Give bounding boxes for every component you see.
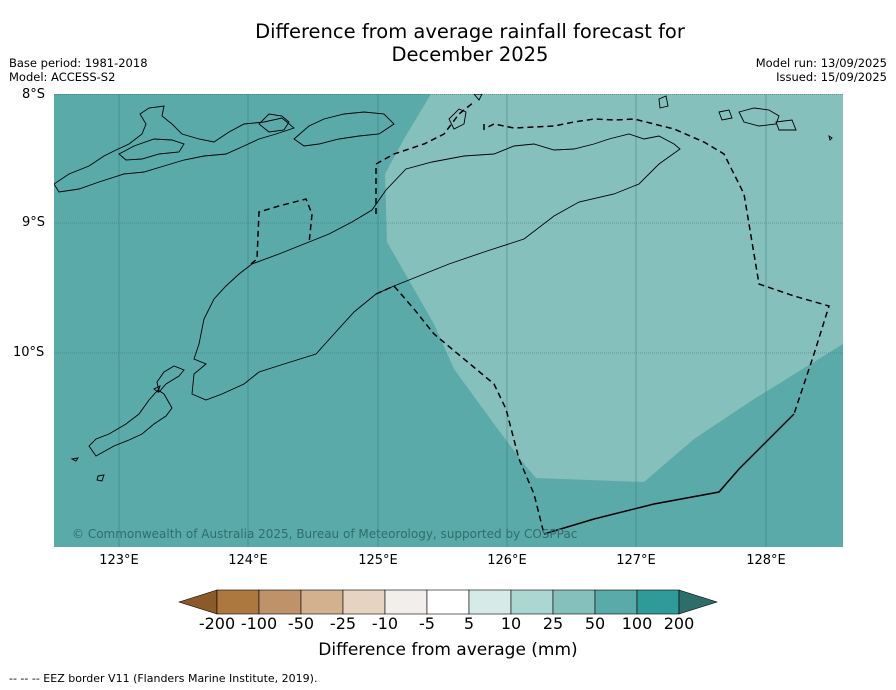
eez-border: [250, 101, 830, 535]
eez-north-segment: [375, 285, 545, 535]
small-islet-2: [828, 134, 833, 141]
lon-label-126e: 126°E: [487, 553, 527, 568]
colorbar-tick-label: -100: [240, 614, 278, 633]
colorbar-segment: [300, 589, 344, 615]
title-line-2: December 2025: [391, 43, 549, 66]
colorbar-segment: [426, 589, 470, 615]
colorbar-tick-label: 200: [663, 614, 695, 633]
rote-island-outline: [88, 389, 173, 457]
colorbar-segment: [552, 589, 596, 615]
model-name: Model: ACCESS-S2: [9, 70, 116, 84]
semau-island-outline: [156, 365, 185, 393]
title-line-1: Difference from average rainfall forecas…: [255, 20, 685, 43]
eez-east-segment: [483, 118, 830, 415]
lat-label-8s: 8°S: [22, 87, 46, 102]
colorbar-tick-label: -5: [419, 614, 435, 633]
map-title: Difference from average rainfall forecas…: [170, 20, 770, 66]
lon-label-127e: 127°E: [616, 553, 656, 568]
lat-label-10s: 10°S: [13, 345, 45, 360]
lon-label-123e: 123°E: [99, 553, 139, 568]
colorbar-tick-label: -25: [329, 614, 357, 633]
copyright-notice: © Commonwealth of Australia 2025, Bureau…: [72, 527, 577, 541]
colorbar-tick-label: 10: [500, 614, 522, 633]
small-islet-3: [70, 457, 79, 462]
meta-left: Base period: 1981-2018 Model: ACCESS-S2: [9, 56, 148, 84]
lon-label-124e: 124°E: [228, 553, 268, 568]
flores-islands-outline: [54, 105, 295, 193]
colorbar-tick-label: 100: [621, 614, 653, 633]
colorbar-tick-label: 25: [542, 614, 564, 633]
timor-island-outline: [191, 133, 681, 401]
alor-island-outline: [293, 111, 395, 147]
eez-west-boundary: [375, 101, 475, 214]
colorbar-segment: [216, 589, 260, 615]
small-islet-1: [473, 94, 483, 101]
leti-island-outline: [718, 109, 733, 121]
wetar-island-outline: [658, 95, 669, 109]
lon-label-125e: 125°E: [358, 553, 398, 568]
lembata-island-outline: [118, 138, 185, 161]
eez-west-enclave: [250, 198, 313, 265]
colorbar-title: Difference from average (mm): [318, 640, 578, 660]
lat-label-9s: 9°S: [22, 215, 46, 230]
small-islet-4: [96, 474, 105, 482]
eez-south-solid: [543, 413, 795, 535]
base-period: Base period: 1981-2018: [9, 56, 148, 70]
colorbar-extend-low: [178, 589, 218, 615]
colorbar-tick-label: -10: [371, 614, 399, 633]
grid-lines: [54, 94, 843, 547]
eez-legend: -- -- -- EEZ border V11 (Flanders Marine…: [9, 672, 318, 685]
colorbar-segment: [594, 589, 638, 615]
colorbar-tick-label: -200: [198, 614, 236, 633]
colorbar-segment: [468, 589, 512, 615]
colorbar-extend-high: [678, 589, 718, 615]
wetter-region: [385, 94, 843, 482]
small-islet-5: [153, 385, 161, 393]
atauro-island-outline: [448, 108, 467, 130]
colorbar-segment: [384, 589, 428, 615]
lon-label-128e: 128°E: [746, 553, 786, 568]
colorbar-segment: [342, 589, 386, 615]
moa-island-outline: [775, 119, 797, 131]
colorbar: [178, 589, 718, 615]
meta-right: Model run: 13/09/2025 Issued: 15/09/2025: [756, 56, 887, 84]
pantar-island-outline: [258, 113, 290, 133]
colorbar-segment: [510, 589, 554, 615]
colorbar-segment: [258, 589, 302, 615]
coastlines: [54, 94, 833, 482]
colorbar-tick-label: -50: [287, 614, 315, 633]
issued-date: Issued: 15/09/2025: [776, 70, 887, 84]
model-run: Model run: 13/09/2025: [755, 56, 887, 70]
colorbar-tick-label: 50: [584, 614, 606, 633]
kisar-island-outline: [738, 107, 780, 127]
rainfall-map: © Commonwealth of Australia 2025, Bureau…: [54, 94, 843, 547]
colorbar-segment: [636, 589, 680, 615]
colorbar-tick-label: 5: [463, 614, 475, 633]
